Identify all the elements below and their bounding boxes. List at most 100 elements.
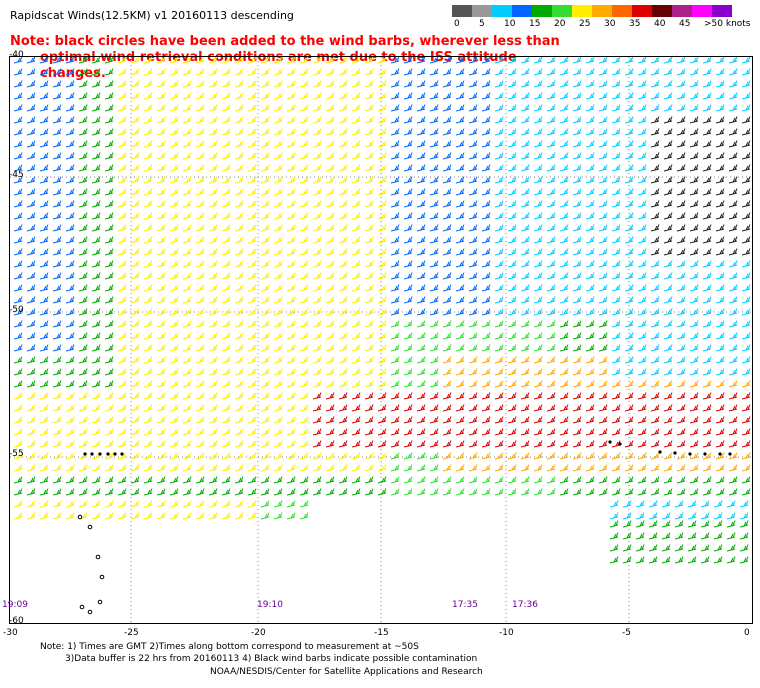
wind-barb: [442, 200, 452, 208]
wind-barb: [299, 236, 309, 244]
wind-barb: [676, 212, 686, 220]
wind-barb: [299, 428, 309, 436]
wind-barb: [650, 128, 660, 136]
wind-barb: [702, 236, 712, 244]
wind-barb: [104, 464, 114, 472]
wind-barb: [559, 416, 569, 424]
wind-barb: [39, 152, 49, 160]
wind-barb: [182, 356, 192, 364]
wind-barb: [520, 284, 530, 292]
wind-barb: [559, 212, 569, 220]
wind-barb: [169, 164, 179, 172]
wind-barb: [741, 248, 751, 256]
wind-barb: [312, 116, 322, 124]
wind-barb: [65, 104, 75, 112]
wind-barb: [208, 512, 218, 520]
legend-swatch: [612, 5, 632, 17]
wind-barb: [260, 512, 270, 520]
wind-barb: [273, 368, 283, 376]
wind-barb: [481, 416, 491, 424]
wind-barb: [481, 236, 491, 244]
wind-barb: [676, 428, 686, 436]
wind-barb: [260, 284, 270, 292]
wind-barb: [169, 344, 179, 352]
wind-barb: [416, 104, 426, 112]
wind-barb: [234, 284, 244, 292]
wind-barb: [650, 68, 660, 76]
wind-barb: [713, 556, 723, 564]
wind-barb: [39, 320, 49, 328]
wind-barb: [442, 164, 452, 172]
wind-barb: [247, 392, 257, 400]
wind-barb: [247, 236, 257, 244]
wind-barb: [299, 116, 309, 124]
wind-barb: [338, 248, 348, 256]
wind-barb: [299, 344, 309, 352]
wind-barb: [572, 248, 582, 256]
wind-barb: [624, 380, 634, 388]
wind-barb: [78, 464, 88, 472]
wind-barb: [377, 488, 387, 496]
wind-barb: [637, 56, 647, 64]
wind-barb: [273, 236, 283, 244]
wind-barb: [286, 80, 296, 88]
wind-barb: [65, 284, 75, 292]
wind-barb: [702, 104, 712, 112]
wind-barb: [572, 416, 582, 424]
wind-barb: [689, 248, 699, 256]
wind-barb: [585, 212, 595, 220]
wind-barb: [351, 440, 361, 448]
wind-barb: [624, 440, 634, 448]
wind-barb: [713, 500, 723, 508]
wind-barb: [312, 200, 322, 208]
wind-barb: [676, 236, 686, 244]
wind-barb: [286, 392, 296, 400]
wind-barb: [299, 92, 309, 100]
wind-barb: [286, 188, 296, 196]
wind-barb: [468, 176, 478, 184]
wind-barb: [533, 488, 543, 496]
wind-barb: [130, 104, 140, 112]
wind-barb: [637, 452, 647, 460]
wind-barb: [637, 380, 647, 388]
wind-barb: [169, 200, 179, 208]
wind-barb: [494, 284, 504, 292]
wind-barb: [403, 284, 413, 292]
wind-barb: [26, 188, 36, 196]
wind-barb: [351, 176, 361, 184]
wind-barb: [546, 428, 556, 436]
wind-barb: [234, 56, 244, 64]
wind-barb: [559, 92, 569, 100]
wind-barb: [455, 284, 465, 292]
wind-barb: [351, 356, 361, 364]
wind-barb: [663, 464, 673, 472]
wind-barb: [26, 80, 36, 88]
wind-barb: [507, 404, 517, 412]
wind-barb: [234, 296, 244, 304]
wind-barb: [247, 164, 257, 172]
wind-barb: [741, 164, 751, 172]
longitude-tick-label: -15: [374, 628, 389, 638]
wind-barb: [195, 200, 205, 208]
wind-barb: [364, 272, 374, 280]
wind-barb: [598, 80, 608, 88]
wind-barb: [598, 320, 608, 328]
wind-barb: [221, 80, 231, 88]
wind-barb: [700, 544, 710, 552]
wind-barb: [247, 128, 257, 136]
wind-barb: [338, 368, 348, 376]
wind-barb: [364, 68, 374, 76]
wind-barb: [728, 248, 738, 256]
wind-barb: [715, 236, 725, 244]
wind-barb: [312, 416, 322, 424]
wind-barb: [481, 392, 491, 400]
wind-barb: [609, 556, 619, 564]
wind-barb: [208, 128, 218, 136]
wind-barb: [481, 188, 491, 196]
wind-barb: [494, 368, 504, 376]
wind-barb: [130, 296, 140, 304]
wind-barb: [13, 224, 23, 232]
wind-barb: [117, 284, 127, 292]
wind-barb: [507, 320, 517, 328]
wind-barb: [481, 260, 491, 268]
